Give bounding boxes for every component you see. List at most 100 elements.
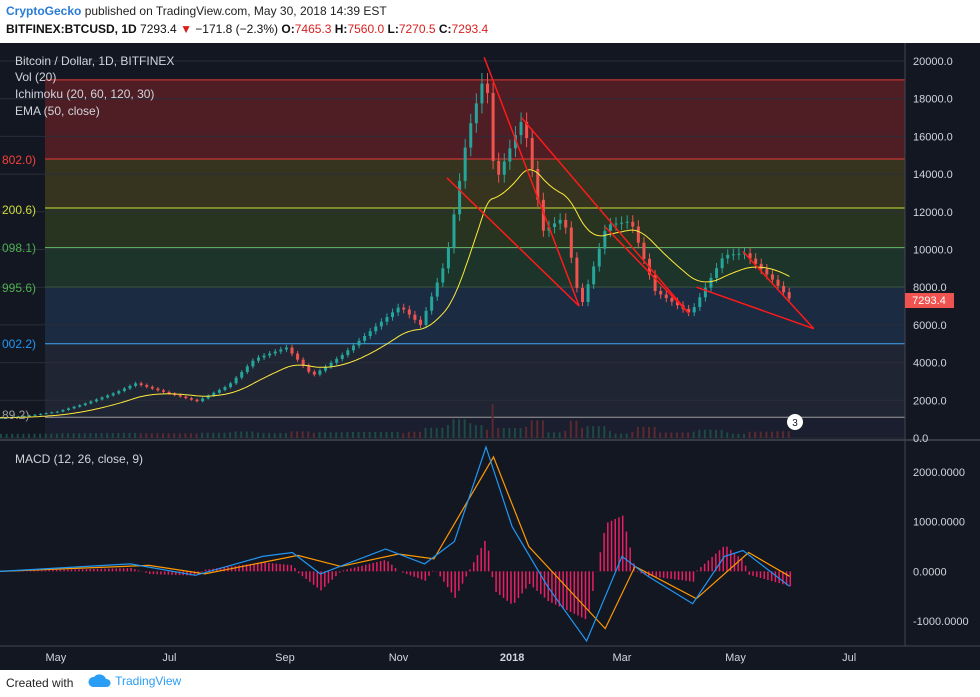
macd-histogram-bar (491, 571, 494, 578)
candle-body (603, 230, 607, 249)
macd-histogram-bar (763, 571, 765, 579)
tradingview-link[interactable]: TradingView (88, 674, 181, 688)
macd-histogram-bar (744, 565, 747, 572)
volume-badge[interactable] (787, 414, 803, 430)
macd-histogram-bar (294, 567, 296, 572)
candle-body (150, 386, 154, 389)
candle-body (22, 416, 26, 418)
candle-body (625, 221, 629, 223)
volume-bar (553, 432, 556, 438)
macd-histogram-bar (320, 571, 322, 591)
fib-zone (45, 343, 905, 418)
candle-body (642, 242, 646, 259)
macd-histogram-bar (737, 556, 739, 572)
time-tick-label: Nov (389, 652, 409, 664)
fib-label-1: 802.0) (2, 153, 36, 167)
volume-bar (351, 431, 354, 438)
candle-body (363, 336, 367, 341)
macd-histogram-bar (260, 562, 263, 572)
volume-bar (519, 428, 522, 438)
macd-histogram-bar (424, 571, 427, 581)
macd-histogram-bar (480, 547, 482, 572)
macd-histogram-bar (528, 571, 531, 584)
candle-body (586, 284, 590, 303)
macd-histogram-bar (297, 571, 300, 574)
candle-body (435, 282, 439, 297)
volume-bar (418, 431, 421, 438)
macd-histogram-bar (108, 568, 110, 572)
candle-body (296, 353, 300, 360)
volume-bar (452, 419, 455, 438)
volume-bar (558, 432, 561, 438)
macd-histogram-bar (152, 571, 155, 575)
candle-body (223, 387, 227, 390)
macd-histogram-bar (394, 568, 397, 572)
candle-body (0, 417, 3, 419)
macd-histogram-bar (52, 570, 54, 572)
macd-histogram-bar (554, 571, 557, 605)
macd-histogram-bar (726, 546, 728, 572)
chart-svg[interactable]: 20000.0 18000.0 16000.0 14000.0 12000.0 10000… (0, 43, 980, 670)
volume-bar (731, 433, 734, 438)
candle-body (279, 349, 283, 352)
macd-histogram-bar (234, 565, 237, 572)
volume-bar (245, 431, 248, 438)
candle-body (78, 405, 82, 407)
candle-body (178, 395, 182, 397)
macd-histogram-bar (428, 571, 430, 576)
volume-bar (430, 427, 433, 438)
candle-body (217, 389, 221, 393)
trendlines (446, 56, 815, 330)
candle-body (396, 307, 400, 313)
macd-histogram-bar (700, 567, 702, 572)
volume-bar (195, 433, 198, 438)
volume-bar (491, 404, 494, 438)
macd-histogram-bar (335, 571, 337, 577)
macd-histogram-bar (756, 571, 758, 577)
volume-bar (201, 432, 204, 438)
macd-histogram-bar (286, 564, 289, 572)
high-label: H: (334, 22, 348, 36)
volume-bar (541, 420, 544, 438)
fib-retracement-zones (45, 79, 905, 438)
footer: Created with TradingView (0, 670, 980, 697)
ohlc-line: BITFINEX:BTCUSD, 1D 7293.4 ▼ −171.8 (−2.… (6, 22, 488, 36)
macd-histogram-bar (85, 569, 88, 572)
volume-bar (262, 433, 265, 438)
candle-body (614, 223, 618, 225)
volume-bar (742, 433, 745, 438)
volume-bar (312, 432, 315, 438)
volume-bar (61, 433, 64, 438)
candle-body (128, 385, 132, 389)
macd-histogram-bar (558, 571, 561, 607)
volume-bar (564, 430, 567, 438)
macd-histogram-bar (368, 563, 371, 572)
price-tag (905, 293, 954, 308)
price-tick-label: 2000.0 (913, 395, 947, 407)
macd-histogram-bar (357, 566, 360, 572)
volume-bar (765, 431, 768, 438)
macd-histogram-bar (536, 571, 538, 591)
candle-body (55, 411, 59, 413)
volume-bar (368, 431, 371, 438)
macd-histogram-bar (618, 517, 620, 572)
macd-histogram-bar (659, 571, 661, 578)
candle-body (122, 388, 126, 392)
volume-bar (363, 431, 366, 438)
volume-bar (653, 426, 656, 438)
author-link[interactable]: CryptoGecko (6, 4, 82, 18)
price-tick-label: 14000.0 (913, 169, 953, 181)
volume-bar (525, 426, 528, 438)
macd-histogram-bar (201, 571, 203, 573)
candle-body (240, 372, 244, 378)
chart-area[interactable]: 20000.0 18000.0 16000.0 14000.0 12000.0 10000… (0, 43, 980, 670)
volume-bar (307, 431, 310, 438)
volume-bar (569, 420, 572, 438)
volume-bar (16, 433, 19, 438)
candle-body (692, 307, 696, 313)
candle-body (776, 279, 780, 286)
macd-histogram-bar (692, 571, 695, 582)
volume-bar (346, 431, 349, 438)
candle-body (636, 226, 640, 243)
candle-body (486, 83, 490, 94)
